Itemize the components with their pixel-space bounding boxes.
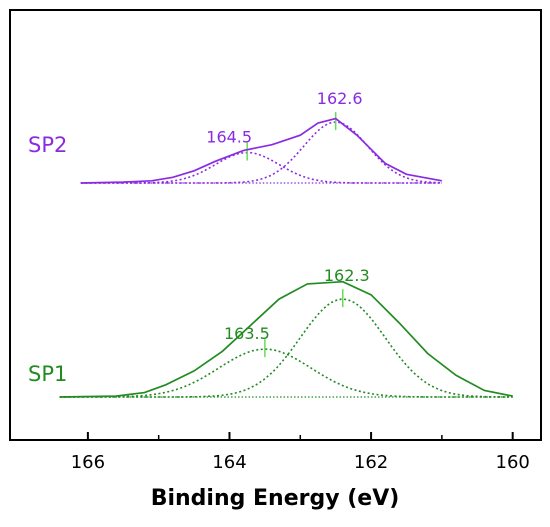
sp1-peak-label-162.3: 162.3: [324, 266, 370, 285]
series-layer: 164.5 162.6 SP2 163.5 162.3 SP1: [28, 89, 513, 398]
sp2-envelope: [80, 117, 443, 184]
series-sp1: 163.5 162.3 SP1: [28, 266, 513, 398]
series-sp2: 164.5 162.6 SP2: [28, 89, 443, 184]
sp2-series-label: SP2: [28, 133, 67, 157]
x-tick-label-164: 164: [212, 452, 246, 473]
plot-frame: [9, 9, 542, 441]
sp1-peak-label-163.5: 163.5: [224, 324, 270, 343]
sp2-peak-label-162.6: 162.6: [317, 89, 363, 108]
sp2-peak-label-164.5: 164.5: [206, 128, 252, 147]
sp1-series-label: SP1: [28, 362, 67, 386]
sp1-envelope: [59, 280, 513, 398]
x-tick-label-160: 160: [496, 452, 530, 473]
sp2-component-162.6: [80, 121, 442, 184]
sp1-component-162.3: [59, 298, 513, 398]
x-tick-label-162: 162: [354, 452, 388, 473]
x-tick-label-166: 166: [71, 452, 105, 473]
x-axis-title: Binding Energy (eV): [151, 486, 400, 511]
x-axis: 166 164 162 160: [71, 432, 530, 473]
